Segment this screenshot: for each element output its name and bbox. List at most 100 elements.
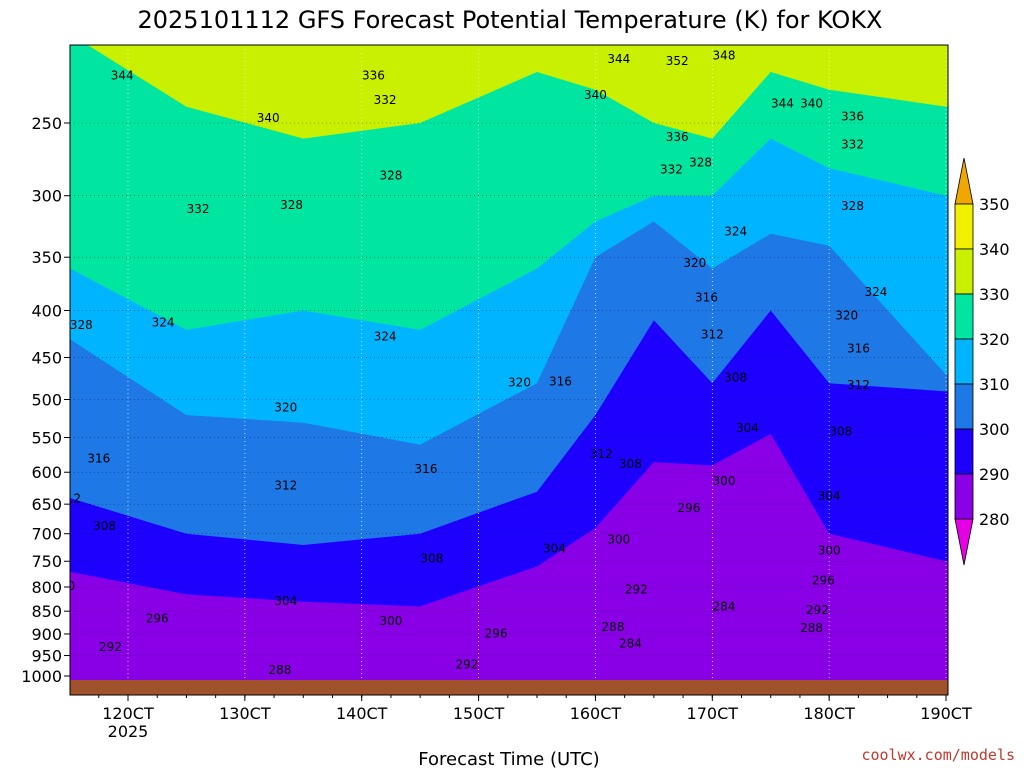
chart-title: 2025101112 GFS Forecast Potential Temper… bbox=[138, 6, 883, 34]
contour-label: 312 bbox=[58, 492, 81, 506]
x-axis-label: Forecast Time (UTC) bbox=[418, 749, 599, 768]
x-year-label: 2025 bbox=[108, 722, 149, 741]
colorbar-segment bbox=[954, 293, 974, 340]
colorbar-label: 350 bbox=[979, 195, 1010, 214]
contour-label: 344 bbox=[771, 96, 794, 110]
y-tick-label: 850 bbox=[31, 602, 62, 621]
contour-label: 292 bbox=[455, 657, 478, 671]
contour-label: 348 bbox=[122, 33, 145, 47]
contour-label: 328 bbox=[841, 199, 864, 213]
contour-label: 300 bbox=[713, 474, 736, 488]
x-tick-label: 160CT bbox=[570, 704, 622, 723]
contour-label: 308 bbox=[93, 519, 116, 533]
contour-label: 344 bbox=[111, 69, 134, 83]
y-tick-label: 800 bbox=[31, 578, 62, 597]
contour-label: 284 bbox=[619, 637, 642, 651]
contour-label: 320 bbox=[683, 256, 706, 270]
contour-label: 304 bbox=[274, 594, 297, 608]
contour-label: 296 bbox=[812, 574, 835, 588]
contour-label: 332 bbox=[374, 93, 397, 107]
contour-label: 328 bbox=[689, 156, 712, 170]
ground-surface bbox=[70, 680, 948, 695]
x-tick-label: 180CT bbox=[803, 704, 855, 723]
x-tick-label: 190CT bbox=[920, 704, 972, 723]
y-tick-label: 600 bbox=[31, 463, 62, 482]
contour-label: 304 bbox=[818, 489, 841, 503]
y-axis: 250 300 350 400 450 500 550 600 650 700 750 800 850 9… bbox=[21, 114, 70, 686]
y-tick-label: 300 bbox=[31, 187, 62, 206]
contour-label: 292 bbox=[99, 640, 122, 654]
band-340 bbox=[70, 45, 948, 139]
contour-label: 336 bbox=[841, 110, 864, 124]
contour-label: 316 bbox=[415, 462, 438, 476]
contour-label: 336 bbox=[362, 69, 385, 83]
contour-label: 296 bbox=[485, 627, 508, 641]
contour-label: 304 bbox=[6, 549, 29, 563]
y-tick-label: 400 bbox=[31, 301, 62, 320]
contour-label: 348 bbox=[713, 48, 736, 62]
contour-label: 352 bbox=[666, 54, 689, 68]
x-tick-label: 150CT bbox=[453, 704, 505, 723]
x-tick-label: 130CT bbox=[219, 704, 271, 723]
colorbar-label: 330 bbox=[979, 285, 1010, 304]
contour-label: 284 bbox=[713, 599, 736, 613]
colorbar-label: 280 bbox=[979, 510, 1010, 529]
contour-label: 320 bbox=[508, 375, 531, 389]
contour-label: 308 bbox=[619, 457, 642, 471]
contour-label: 308 bbox=[724, 370, 747, 384]
contour-label: 308 bbox=[829, 425, 852, 439]
contour-label: 292 bbox=[806, 603, 829, 617]
contour-label: 300 bbox=[379, 614, 402, 628]
contour-label: 312 bbox=[847, 378, 870, 392]
colour-bands bbox=[70, 45, 948, 695]
contour-label: 332 bbox=[35, 268, 58, 282]
colorbar-segment bbox=[954, 473, 974, 520]
contour-label: 332 bbox=[660, 163, 683, 177]
y-tick-label: 650 bbox=[31, 495, 62, 514]
contour-label: 300 bbox=[52, 579, 75, 593]
y-tick-label: 550 bbox=[31, 429, 62, 448]
y-tick-label: 500 bbox=[31, 391, 62, 410]
y-tick-label: 1000 bbox=[21, 667, 62, 686]
contour-label: 328 bbox=[70, 318, 93, 332]
contour-label: 304 bbox=[543, 541, 566, 555]
contour-label: 328 bbox=[379, 168, 402, 182]
contour-label: 336 bbox=[666, 130, 689, 144]
colorbar-label: 340 bbox=[979, 240, 1010, 259]
contour-label: 344 bbox=[607, 52, 630, 66]
colorbar-label: 300 bbox=[979, 420, 1010, 439]
contour-label: 300 bbox=[818, 544, 841, 558]
contour-label: 304 bbox=[736, 421, 759, 435]
contour-label: 316 bbox=[847, 342, 870, 356]
contour-label: 324 bbox=[864, 285, 887, 299]
colorbar-cap-bottom bbox=[954, 518, 974, 566]
contour-label: 312 bbox=[701, 328, 724, 342]
plot-frame bbox=[69, 44, 949, 696]
contour-label: 320 bbox=[835, 308, 858, 322]
contour-label: 296 bbox=[146, 612, 169, 626]
colorbar: 280 290 300 310 320 330 340 350 bbox=[954, 157, 1010, 566]
contour-label: 324 bbox=[0, 275, 17, 289]
contour-label: 324 bbox=[374, 330, 397, 344]
x-tick-label: 140CT bbox=[336, 704, 388, 723]
contour-label: 316 bbox=[695, 290, 718, 304]
contour-label: 292 bbox=[625, 583, 648, 597]
contour-label: 312 bbox=[274, 478, 297, 492]
y-tick-label: 950 bbox=[31, 647, 62, 666]
colorbar-label: 320 bbox=[979, 330, 1010, 349]
contour-label: 288 bbox=[800, 621, 823, 635]
y-tick-label: 450 bbox=[31, 348, 62, 367]
colorbar-segment bbox=[954, 248, 974, 295]
contour-label: 296 bbox=[677, 501, 700, 515]
y-tick-label: 250 bbox=[31, 114, 62, 133]
contour-label: 332 bbox=[187, 202, 210, 216]
y-tick-label: 350 bbox=[31, 248, 62, 267]
colorbar-cap-top bbox=[954, 157, 974, 205]
y-tick-label: 750 bbox=[31, 552, 62, 571]
contour-label: 328 bbox=[280, 198, 303, 212]
x-tick-label: 170CT bbox=[687, 704, 739, 723]
colorbar-label: 310 bbox=[979, 375, 1010, 394]
